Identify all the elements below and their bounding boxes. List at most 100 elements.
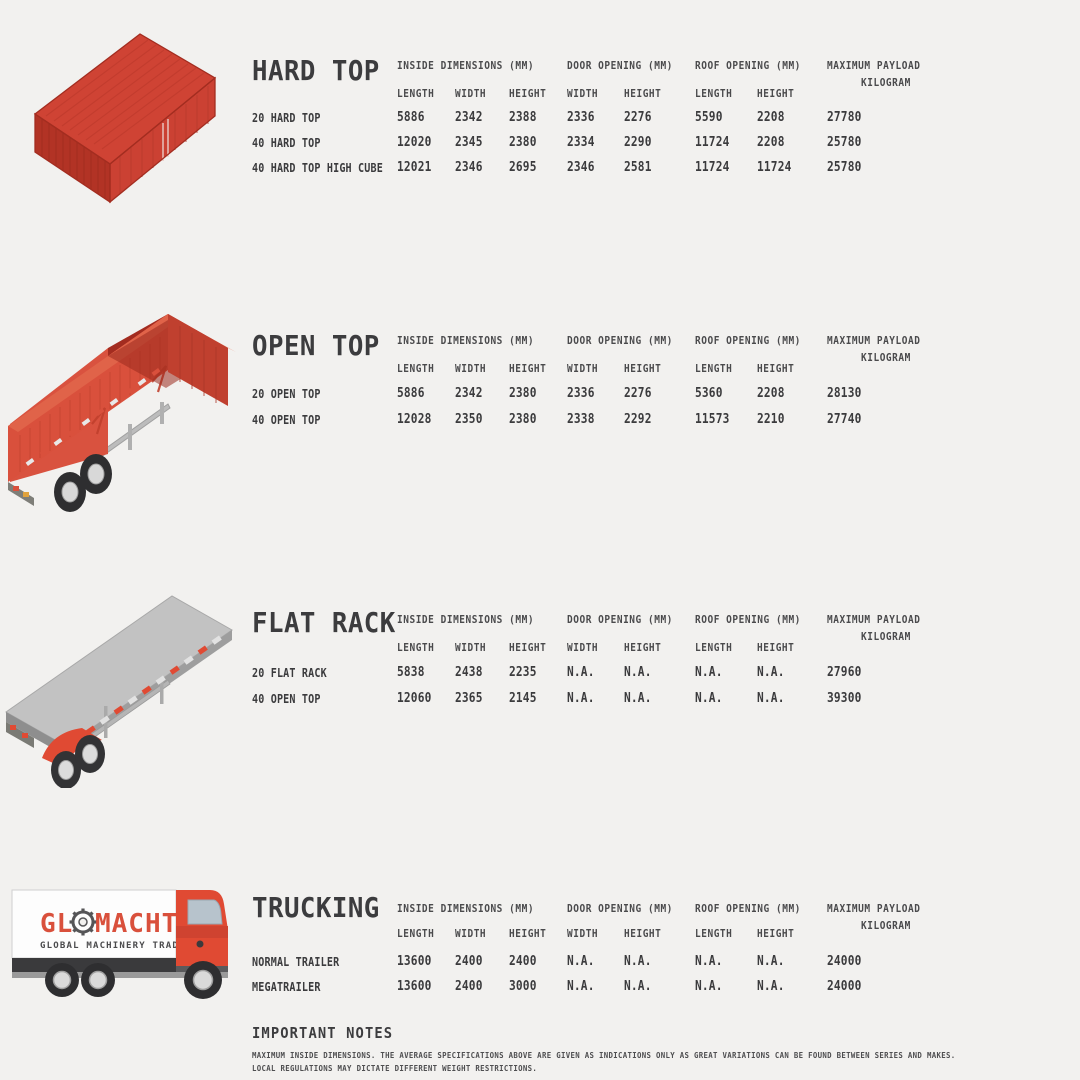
open-top-trailer-illustration [0, 296, 244, 526]
sub-header-door-width: WIDTH [567, 642, 599, 654]
table-cell: 2208 [757, 135, 785, 150]
notes-title: IMPORTANT NOTES [252, 1024, 394, 1042]
svg-text:MACHT: MACHT [95, 909, 178, 939]
table-cell: 27740 [827, 412, 862, 427]
table-cell: 2338 [567, 412, 595, 427]
table-cell: 5360 [695, 386, 723, 401]
table-cell: 2342 [455, 110, 483, 125]
table-cell: 27960 [827, 665, 862, 680]
table-row-label: NORMAL TRAILER [252, 955, 340, 969]
sub-header-inside-length: LENGTH [397, 928, 435, 940]
table-cell: 11573 [695, 412, 730, 427]
table-cell: 2208 [757, 386, 785, 401]
section-title: OPEN TOP [252, 329, 380, 362]
sub-header-door-height: HEIGHT [624, 363, 662, 375]
sub-header-inside-length: LENGTH [397, 642, 435, 654]
table-cell: 12028 [397, 412, 432, 427]
sub-header-inside-width: WIDTH [455, 88, 487, 100]
table-cell: N.A. [624, 665, 652, 680]
table-cell: 2388 [509, 110, 537, 125]
table-cell: 2334 [567, 135, 595, 150]
table-row-label: 20 FLAT RACK [252, 666, 327, 680]
group-header-inside-dimensions: INSIDE DIMENSIONS (MM) [397, 903, 535, 915]
table-cell: 24000 [827, 954, 862, 969]
group-header-kilogram: KILOGRAM [861, 77, 911, 89]
sub-header-roof-height: HEIGHT [757, 88, 795, 100]
table-cell: 11724 [695, 160, 730, 175]
sub-header-roof-length: LENGTH [695, 642, 733, 654]
table-cell: 2695 [509, 160, 537, 175]
sub-header-door-width: WIDTH [567, 928, 599, 940]
important-notes: IMPORTANT NOTES MAXIMUM INSIDE DIMENSION… [252, 1024, 1052, 1075]
table-cell: N.A. [624, 979, 652, 994]
table-cell: 5886 [397, 110, 425, 125]
table-cell: 12020 [397, 135, 432, 150]
group-header-maximum-payload: MAXIMUM PAYLOAD [827, 335, 921, 347]
sub-header-door-width: WIDTH [567, 363, 599, 375]
table-cell: N.A. [624, 691, 652, 706]
table-cell: 28130 [827, 386, 862, 401]
group-header-roof-opening: ROOF OPENING (MM) [695, 60, 801, 72]
table-cell: N.A. [567, 979, 595, 994]
table-cell: 2438 [455, 665, 483, 680]
sub-header-inside-length: LENGTH [397, 363, 435, 375]
sub-header-door-height: HEIGHT [624, 88, 662, 100]
group-header-kilogram: KILOGRAM [861, 631, 911, 643]
table-cell: 39300 [827, 691, 862, 706]
table-cell: 2290 [624, 135, 652, 150]
notes-line: LOCAL REGULATIONS MAY DICTATE DIFFERENT … [252, 1064, 538, 1073]
sub-header-door-height: HEIGHT [624, 928, 662, 940]
sub-header-roof-length: LENGTH [695, 88, 733, 100]
group-header-door-opening: DOOR OPENING (MM) [567, 903, 673, 915]
table-cell: 2400 [455, 979, 483, 994]
group-header-kilogram: KILOGRAM [861, 352, 911, 364]
sub-header-inside-height: HEIGHT [509, 363, 547, 375]
table-cell: 2336 [567, 386, 595, 401]
table-cell: 12060 [397, 691, 432, 706]
table-cell: 2342 [455, 386, 483, 401]
table-cell: 2400 [509, 954, 537, 969]
group-header-inside-dimensions: INSIDE DIMENSIONS (MM) [397, 60, 535, 72]
table-cell: 3000 [509, 979, 537, 994]
table-cell: 11724 [757, 160, 792, 175]
table-cell: 2208 [757, 110, 785, 125]
table-cell: 24000 [827, 979, 862, 994]
group-header-roof-opening: ROOF OPENING (MM) [695, 903, 801, 915]
table-cell: 5838 [397, 665, 425, 680]
flat-rack-trailer-illustration [0, 588, 244, 788]
sub-header-inside-height: HEIGHT [509, 88, 547, 100]
table-cell: 13600 [397, 954, 432, 969]
notes-line: MAXIMUM INSIDE DIMENSIONS. THE AVERAGE S… [252, 1051, 956, 1060]
table-cell: 25780 [827, 160, 862, 175]
table-cell: 2145 [509, 691, 537, 706]
table-cell: N.A. [695, 665, 723, 680]
group-header-kilogram: KILOGRAM [861, 920, 911, 932]
table-cell: 2400 [455, 954, 483, 969]
table-cell: 2365 [455, 691, 483, 706]
table-cell: 12021 [397, 160, 432, 175]
group-header-maximum-payload: MAXIMUM PAYLOAD [827, 614, 921, 626]
table-cell: 2380 [509, 412, 537, 427]
table-cell: 2336 [567, 110, 595, 125]
table-cell: N.A. [567, 665, 595, 680]
group-header-inside-dimensions: INSIDE DIMENSIONS (MM) [397, 614, 535, 626]
gear-icon [69, 908, 97, 936]
sub-header-roof-length: LENGTH [695, 928, 733, 940]
group-header-inside-dimensions: INSIDE DIMENSIONS (MM) [397, 335, 535, 347]
table-cell: 2276 [624, 110, 652, 125]
table-cell: 11724 [695, 135, 730, 150]
sub-header-roof-length: LENGTH [695, 363, 733, 375]
table-cell: 2210 [757, 412, 785, 427]
table-cell: 2292 [624, 412, 652, 427]
group-header-maximum-payload: MAXIMUM PAYLOAD [827, 903, 921, 915]
table-cell: 25780 [827, 135, 862, 150]
table-row-label: 20 HARD TOP [252, 111, 321, 125]
table-cell: 2380 [509, 135, 537, 150]
table-cell: 2380 [509, 386, 537, 401]
table-cell: N.A. [567, 691, 595, 706]
table-cell: N.A. [757, 979, 785, 994]
sub-header-roof-height: HEIGHT [757, 928, 795, 940]
group-header-maximum-payload: MAXIMUM PAYLOAD [827, 60, 921, 72]
sub-header-inside-height: HEIGHT [509, 642, 547, 654]
